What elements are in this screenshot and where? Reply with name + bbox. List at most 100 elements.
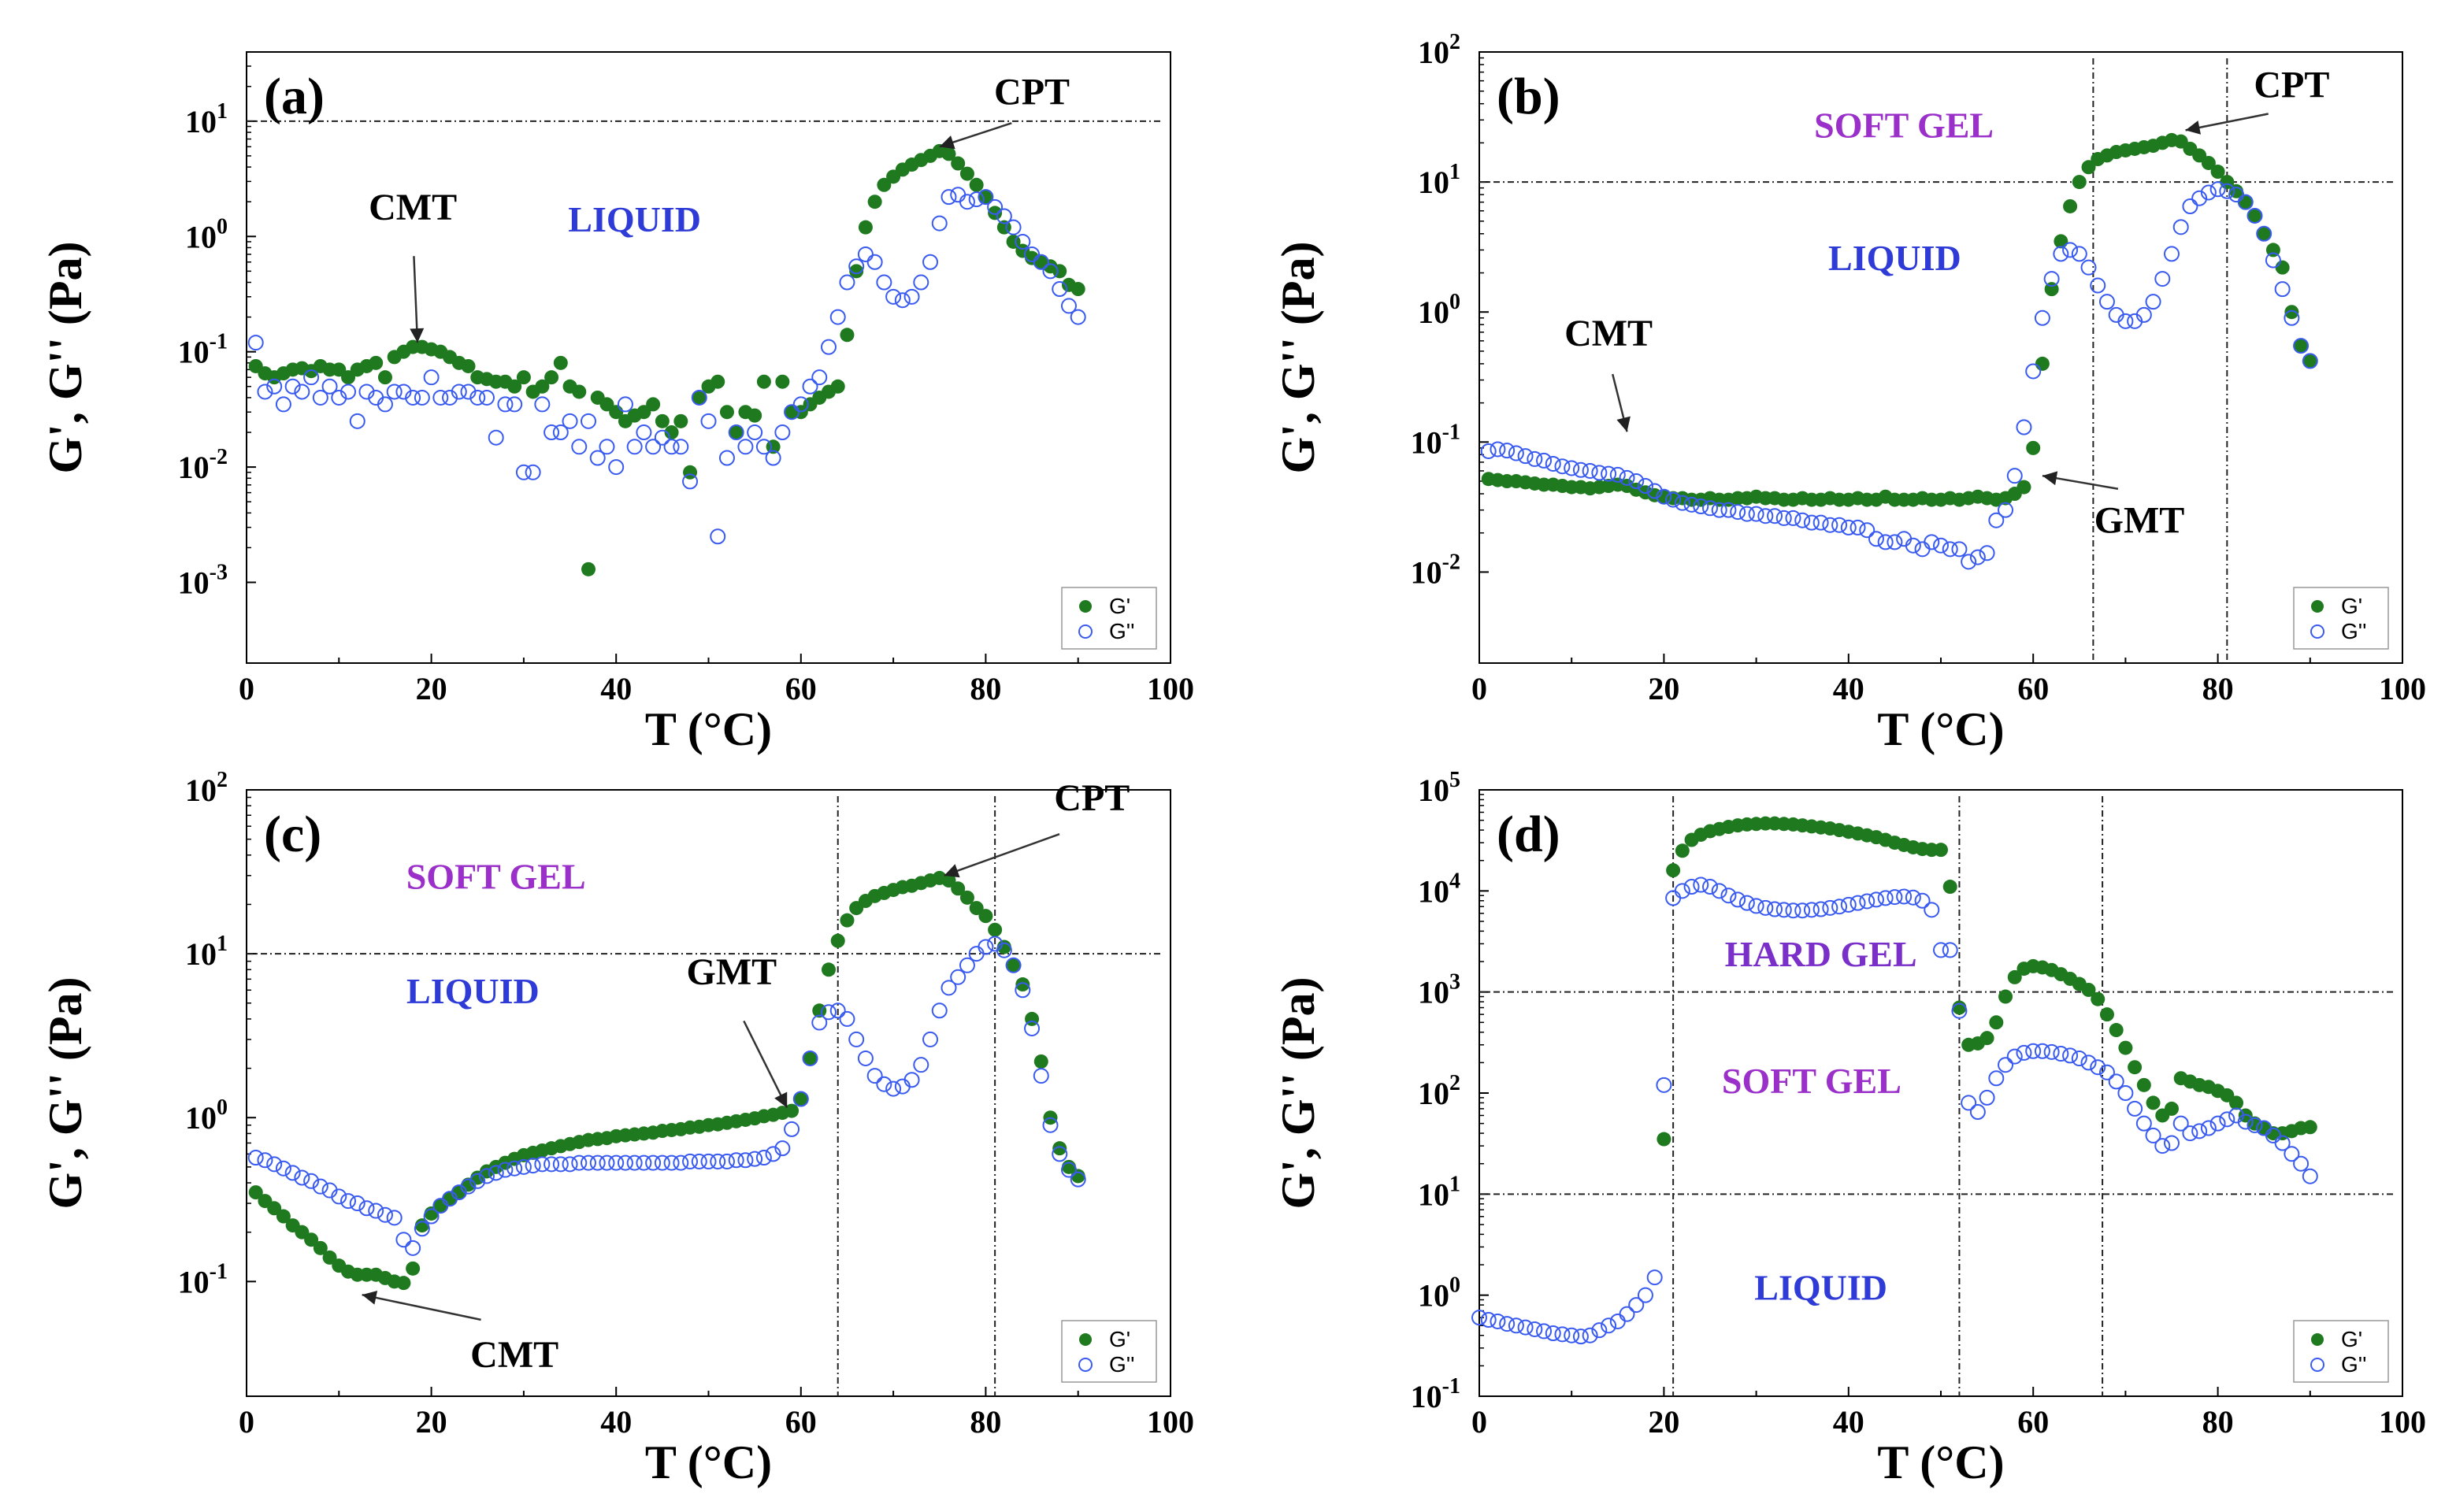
- data-point-g-prime: [1934, 843, 1948, 858]
- data-point-g-double-prime: [1775, 510, 1792, 526]
- y-tick-base: 10: [1418, 1076, 1449, 1111]
- annotation-cpt: CPT: [2254, 64, 2329, 106]
- data-point-g-double-prime: [1042, 1117, 1059, 1133]
- y-tick-exponent: 1: [1449, 160, 1460, 184]
- data-point-g-double-prime: [931, 1002, 948, 1019]
- data-point-g-double-prime: [1070, 309, 1086, 325]
- data-point-g-double-prime: [1877, 890, 1894, 906]
- data-point-g-prime: [516, 370, 531, 385]
- data-point-g-double-prime: [488, 429, 504, 446]
- data-point-g-double-prime: [654, 1154, 670, 1171]
- data-point-g-double-prime: [1942, 942, 1958, 958]
- data-point-g-prime: [830, 379, 845, 394]
- data-point-g-double-prime: [2182, 198, 2198, 214]
- x-tick-label: 0: [1471, 1404, 1487, 1440]
- data-point-g-prime: [785, 1103, 800, 1118]
- y-tick-exponent: 0: [217, 1095, 228, 1120]
- y-tick-base: 10: [1418, 1278, 1449, 1314]
- y-tick-exponent: -1: [210, 330, 228, 354]
- data-point-g-double-prime: [2293, 1155, 2310, 1172]
- y-axis-title: G', G'' (Pa): [39, 242, 91, 474]
- data-point-g-prime: [2210, 165, 2225, 180]
- annotation-arrowhead: [2185, 120, 2201, 135]
- data-point-g-prime: [775, 374, 790, 389]
- data-point-g-double-prime: [1490, 1313, 1506, 1329]
- legend: G'G'': [2293, 587, 2389, 650]
- data-point-g-double-prime: [866, 254, 883, 270]
- data-point-g-double-prime: [820, 339, 837, 355]
- legend-label-g-double-prime: G'': [1109, 619, 1134, 643]
- data-point-g-double-prime: [1840, 896, 1857, 913]
- y-tick-exponent: 1: [217, 99, 228, 124]
- data-point-g-double-prime: [848, 1031, 865, 1047]
- x-tick-label: 100: [1147, 1404, 1194, 1440]
- data-point-g-double-prime: [1609, 466, 1626, 483]
- region-label-soft-gel: SOFT GEL: [406, 856, 586, 896]
- data-point-g-double-prime: [1951, 1002, 1968, 1019]
- data-point-g-double-prime: [1517, 448, 1534, 465]
- data-point-g-double-prime: [571, 439, 588, 455]
- data-point-g-double-prime: [691, 1153, 707, 1169]
- data-point-g-prime: [2081, 160, 2096, 175]
- y-tick-exponent: -3: [210, 561, 228, 585]
- y-tick-base: 10: [1418, 295, 1449, 330]
- data-point-g-double-prime: [608, 1154, 625, 1171]
- x-axis-title: T (°C): [645, 1436, 772, 1488]
- y-tick-exponent: 0: [1449, 1273, 1460, 1298]
- data-point-g-prime: [1979, 1031, 1994, 1046]
- data-point-g-double-prime: [1720, 888, 1737, 904]
- data-point-g-double-prime: [1803, 902, 1820, 918]
- data-point-g-double-prime: [636, 1154, 652, 1171]
- data-point-g-double-prime: [950, 969, 966, 985]
- data-point-g-double-prime: [294, 1169, 310, 1186]
- data-point-g-prime: [2091, 991, 2106, 1006]
- axes-frame: [246, 51, 1171, 664]
- data-point-g-double-prime: [423, 1208, 440, 1225]
- annotation-arrowhead: [774, 1091, 788, 1108]
- data-point-g-double-prime: [1933, 942, 1949, 958]
- data-point-g-double-prime: [2209, 181, 2226, 198]
- annotation-arrow: [944, 833, 1060, 876]
- data-point-g-double-prime: [525, 1158, 541, 1174]
- data-point-g-double-prime: [1480, 443, 1497, 459]
- y-tick-base: 10: [1418, 165, 1449, 200]
- data-point-g-prime: [959, 890, 974, 905]
- y-axis-title: G', G'' (Pa): [39, 977, 91, 1210]
- series-g-prime: [248, 870, 1085, 1291]
- data-point-g-prime: [1070, 282, 1085, 297]
- data-point-g-double-prime: [2164, 246, 2180, 262]
- data-point-g-double-prime: [710, 1153, 726, 1169]
- data-point-g-double-prime: [2090, 277, 2106, 294]
- data-point-g-double-prime: [599, 439, 615, 455]
- x-tick-label: 100: [2379, 1404, 2426, 1440]
- data-point-g-double-prime: [340, 384, 357, 400]
- y-tick-base: 10: [178, 565, 210, 601]
- data-point-g-double-prime: [460, 384, 477, 400]
- data-point-g-double-prime: [1052, 281, 1068, 298]
- data-point-g-double-prime: [1757, 899, 1774, 916]
- y-tick-base: 10: [178, 450, 210, 485]
- data-point-g-prime: [719, 405, 734, 420]
- data-point-g-double-prime: [2256, 225, 2272, 242]
- data-point-g-double-prime: [1024, 1020, 1041, 1036]
- data-point-g-double-prime: [1005, 219, 1022, 235]
- y-tick-label: 10-2: [178, 445, 228, 485]
- data-point-g-double-prime: [1775, 902, 1792, 918]
- data-point-g-double-prime: [1924, 534, 1940, 550]
- data-point-g-double-prime: [1591, 465, 1608, 481]
- data-point-g-prime: [655, 413, 670, 428]
- legend-label-g-double-prime: G'': [2341, 1352, 2366, 1377]
- data-point-g-double-prime: [1665, 491, 1682, 508]
- data-point-g-double-prime: [1988, 512, 2005, 528]
- annotation-gmt: GMT: [686, 951, 777, 993]
- data-point-g-double-prime: [885, 1080, 902, 1097]
- data-point-g-double-prime: [700, 1153, 717, 1169]
- data-point-g-double-prime: [562, 413, 578, 429]
- data-point-g-double-prime: [1637, 1287, 1653, 1303]
- data-point-g-double-prime: [340, 1193, 357, 1210]
- panel-label: (c): [264, 806, 321, 863]
- data-point-g-prime: [414, 1218, 429, 1233]
- data-point-g-double-prime: [2172, 219, 2189, 235]
- data-point-g-double-prime: [488, 1165, 504, 1181]
- data-point-g-prime: [692, 390, 707, 405]
